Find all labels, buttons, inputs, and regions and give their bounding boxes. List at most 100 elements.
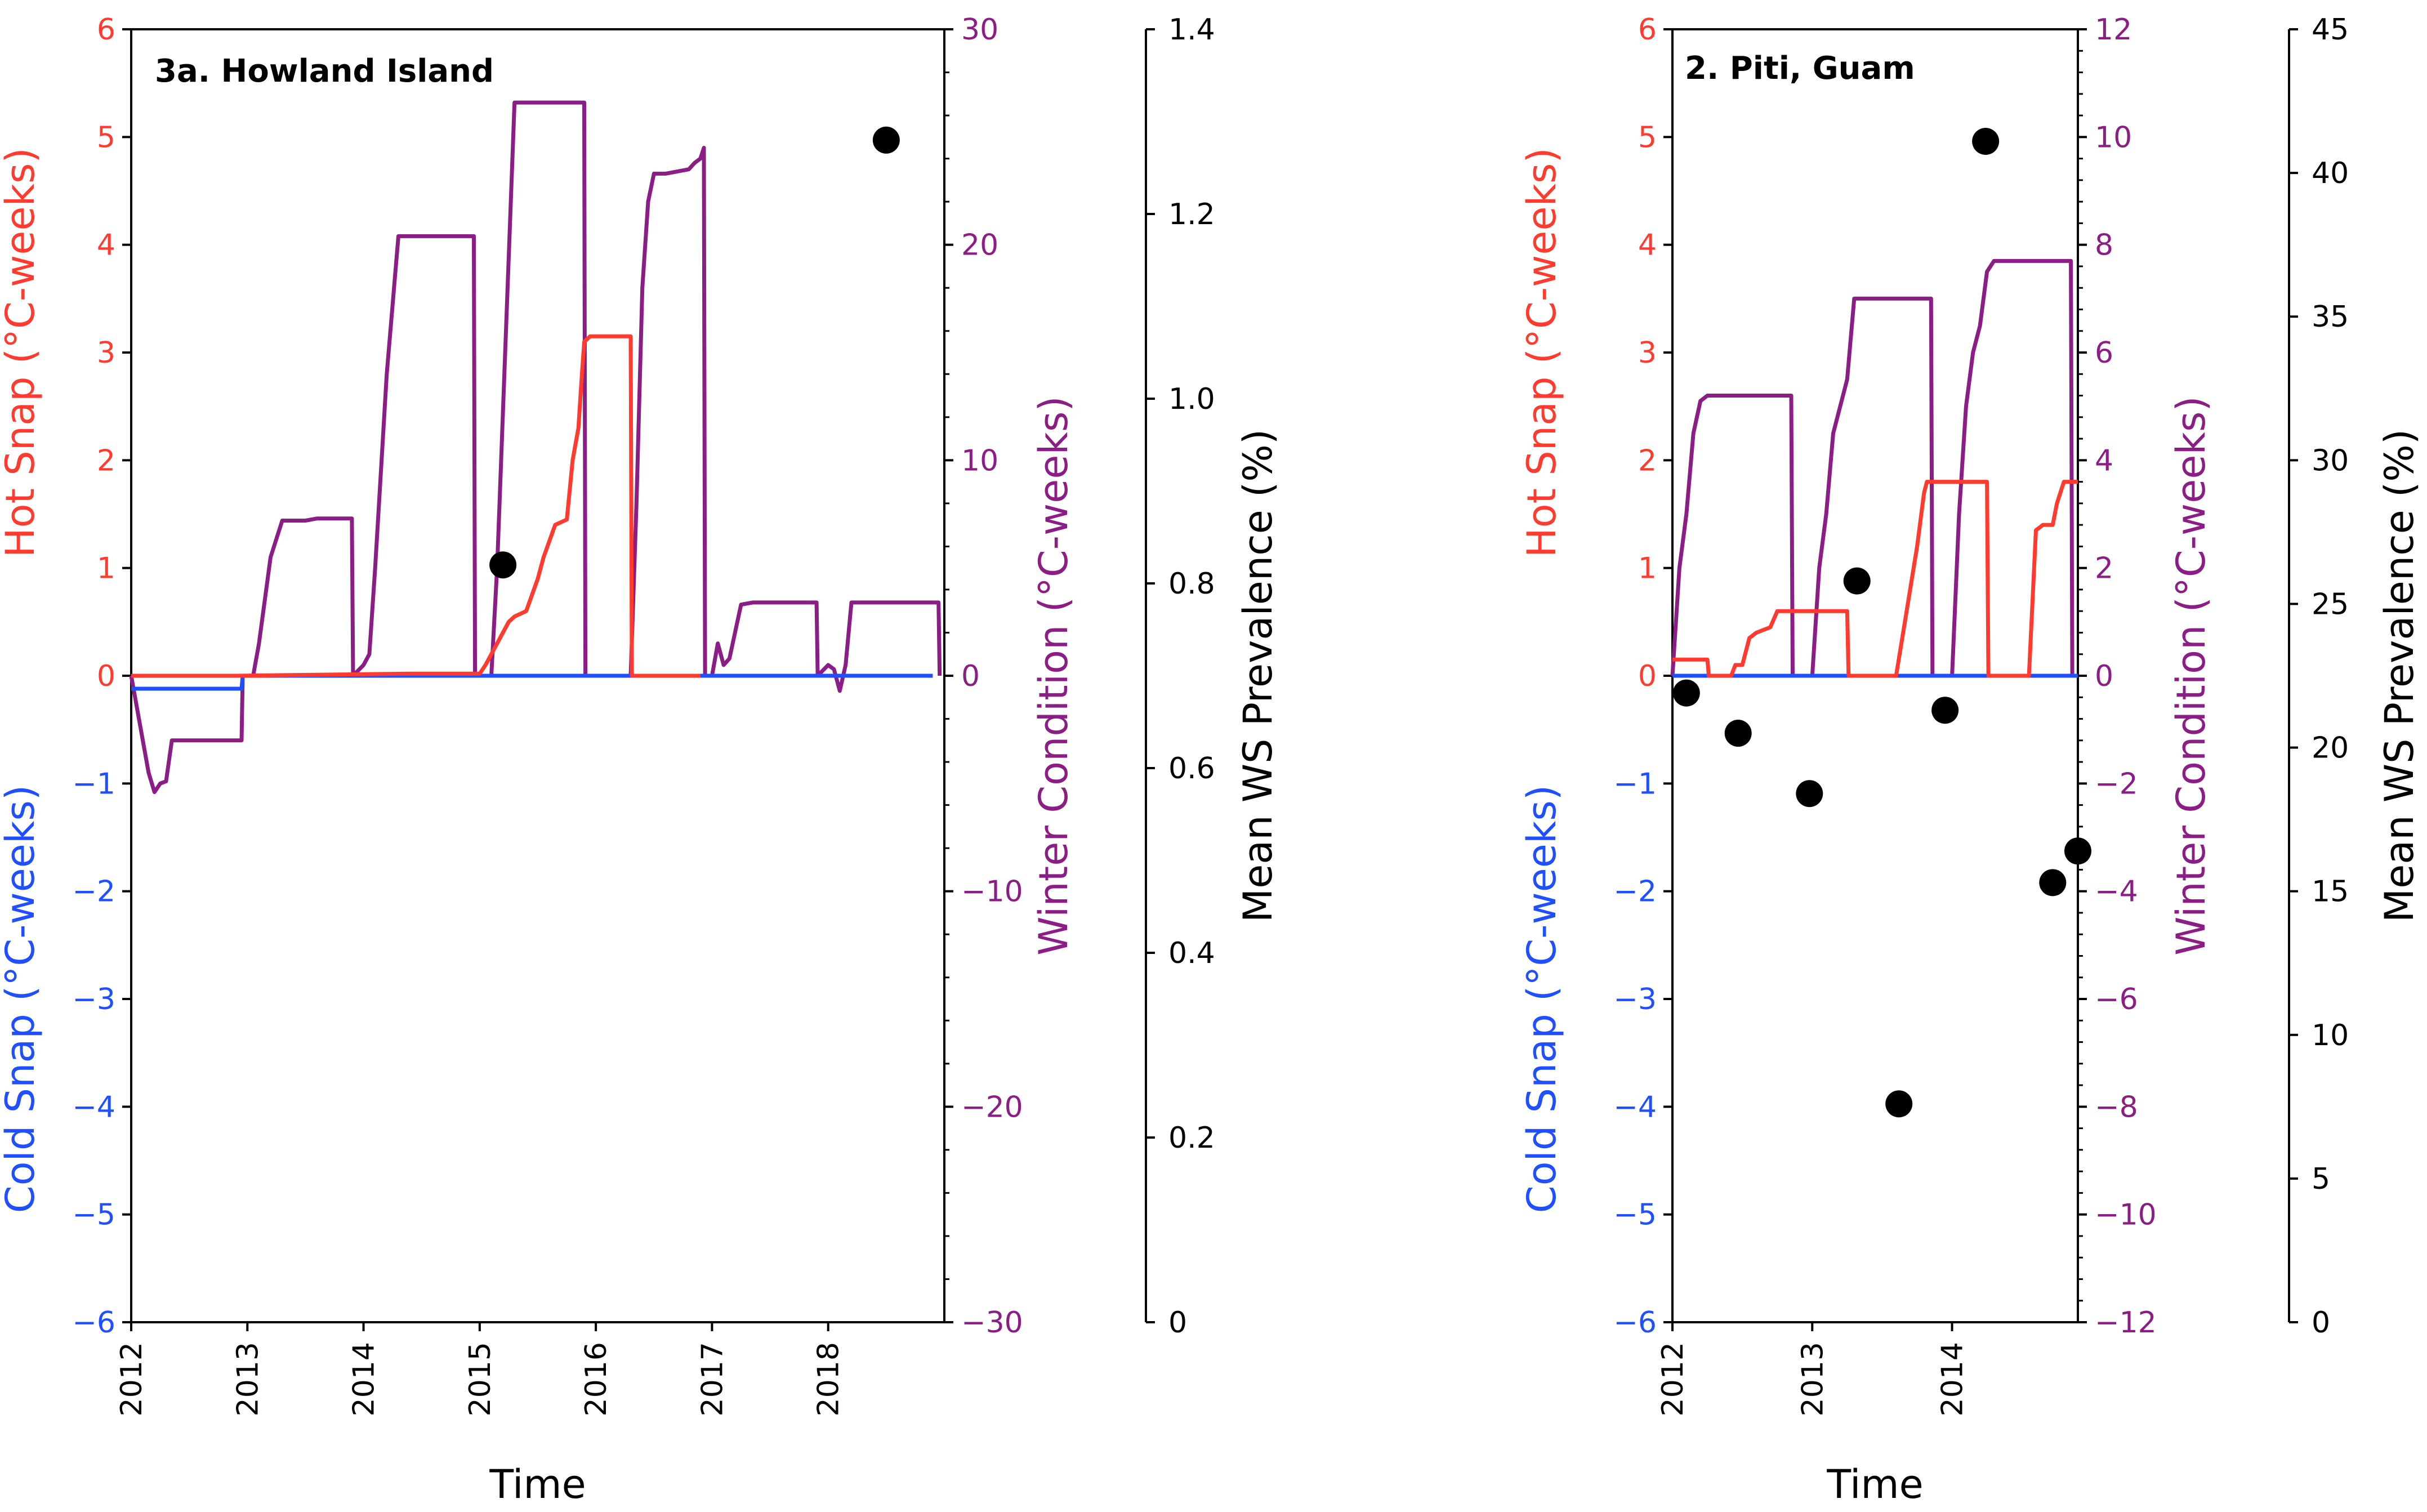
hot-cold-tick-label: −2 <box>72 875 115 909</box>
winter-tick-label: 8 <box>2095 229 2113 262</box>
hot-cold-tick-label: −6 <box>72 1306 115 1340</box>
prevalence-tick-label: 45 <box>2312 13 2349 47</box>
winter-condition-line <box>1670 258 2078 678</box>
prevalence-point <box>2039 869 2067 897</box>
prevalence-point <box>489 551 517 579</box>
winter-tick-label: 10 <box>2095 121 2132 154</box>
prevalence-tick-label: 0 <box>1168 1306 1187 1340</box>
winter-axis-label: Winter Condition (°C-weeks) <box>1030 396 1077 955</box>
x-tick-label: 2017 <box>695 1342 729 1416</box>
x-tick-label: 2014 <box>1936 1342 1970 1416</box>
prevalence-tick-label: 15 <box>2312 875 2349 909</box>
hot-cold-tick-label: 2 <box>97 444 115 478</box>
prevalence-point <box>1885 1090 1913 1118</box>
prevalence-point <box>872 126 900 154</box>
cold-snap-line <box>131 674 933 691</box>
x-tick-label: 2016 <box>579 1342 613 1416</box>
prevalence-point <box>1972 127 2000 155</box>
prevalence-tick-label: 20 <box>2312 732 2349 765</box>
x-axis-label: Time <box>489 1461 586 1507</box>
x-tick-label: 2014 <box>347 1342 381 1416</box>
prevalence-tick-label: 25 <box>2312 587 2349 621</box>
cold-snap-axis-label: Cold Snap (°C-weeks) <box>1519 785 1565 1213</box>
winter-tick-label: −30 <box>961 1306 1023 1340</box>
hot-cold-tick-label: 6 <box>1638 13 1657 47</box>
x-axis-label: Time <box>1826 1461 1923 1507</box>
hot-cold-tick-label: −1 <box>72 767 115 801</box>
x-tick-label: 2013 <box>1796 1342 1830 1416</box>
hot-cold-tick-label: 4 <box>1638 229 1657 262</box>
winter-tick-label: −4 <box>2095 875 2138 909</box>
prevalence-tick-label: 40 <box>2312 157 2349 190</box>
hot-cold-tick-label: 1 <box>97 552 115 586</box>
prevalence-tick-label: 35 <box>2312 300 2349 334</box>
winter-tick-label: −12 <box>2095 1306 2157 1340</box>
x-tick-label: 2012 <box>1656 1342 1690 1416</box>
x-tick-label: 2018 <box>812 1342 846 1416</box>
prevalence-tick-label: 0.6 <box>1168 752 1215 786</box>
winter-tick-label: 6 <box>2095 336 2113 370</box>
prevalence-tick-label: 0 <box>2312 1306 2330 1340</box>
hot-snap-line <box>131 334 701 678</box>
hot-cold-tick-label: 6 <box>97 13 115 47</box>
hot-cold-tick-label: 3 <box>1638 336 1657 370</box>
winter-tick-label: 30 <box>961 13 998 47</box>
prevalence-point <box>1672 679 1700 707</box>
prevalence-tick-label: 1.2 <box>1168 198 1215 231</box>
winter-tick-label: −10 <box>961 875 1023 909</box>
prevalence-tick-label: 10 <box>2312 1019 2349 1052</box>
hot-cold-tick-label: 2 <box>1638 444 1657 478</box>
winter-tick-label: 20 <box>961 229 998 262</box>
hot-cold-tick-label: −4 <box>72 1090 115 1124</box>
hot-cold-tick-label: 0 <box>97 659 115 693</box>
winter-tick-label: −10 <box>2095 1198 2157 1232</box>
winter-tick-label: −20 <box>961 1090 1023 1124</box>
prevalence-point <box>1724 720 1752 747</box>
winter-axis-label: Winter Condition (°C-weeks) <box>2168 396 2214 955</box>
prevalence-point <box>1796 780 1823 808</box>
prevalence-tick-label: 5 <box>2312 1162 2330 1196</box>
winter-tick-label: 12 <box>2095 13 2132 47</box>
winter-tick-label: −6 <box>2095 983 2138 1016</box>
winter-tick-label: −2 <box>2095 767 2138 801</box>
hot-cold-tick-label: −3 <box>72 983 115 1016</box>
winter-tick-label: −8 <box>2095 1090 2138 1124</box>
hot-cold-tick-label: 5 <box>1638 121 1657 154</box>
hot-snap-axis-label: Hot Snap (°C-weeks) <box>0 148 43 557</box>
chart-title: 2. Piti, Guam <box>1685 50 1915 87</box>
hot-cold-tick-label: 5 <box>97 121 115 154</box>
hot-cold-tick-label: 3 <box>97 336 115 370</box>
prevalence-tick-label: 0.4 <box>1168 936 1215 970</box>
hot-cold-tick-label: −4 <box>1613 1090 1657 1124</box>
x-tick-label: 2013 <box>231 1342 265 1416</box>
winter-tick-label: 10 <box>961 444 998 478</box>
hot-cold-tick-label: 0 <box>1638 659 1657 693</box>
hot-cold-tick-label: −5 <box>1613 1198 1657 1232</box>
x-tick-label: 2012 <box>115 1342 149 1416</box>
chart-title: 3a. Howland Island <box>155 53 494 90</box>
hot-snap-line <box>1672 480 2078 678</box>
hot-cold-tick-label: −3 <box>1613 983 1657 1016</box>
prevalence-tick-label: 1.0 <box>1168 382 1215 416</box>
hot-cold-tick-label: −2 <box>1613 875 1657 909</box>
hot-cold-tick-label: 1 <box>1638 552 1657 586</box>
winter-tick-label: 4 <box>2095 444 2113 478</box>
prevalence-axis-label: Mean WS Prevalence (%) <box>1235 429 1281 922</box>
prevalence-point <box>1843 567 1871 595</box>
prevalence-tick-label: 30 <box>2312 444 2349 478</box>
winter-tick-label: 0 <box>961 659 980 693</box>
cold-snap-axis-label: Cold Snap (°C-weeks) <box>0 785 43 1213</box>
prevalence-tick-label: 0.2 <box>1168 1121 1215 1155</box>
prevalence-axis-label: Mean WS Prevalence (%) <box>2376 429 2422 922</box>
hot-cold-tick-label: −5 <box>72 1198 115 1232</box>
prevalence-tick-label: 1.4 <box>1168 13 1215 47</box>
hot-cold-tick-label: −6 <box>1613 1306 1657 1340</box>
winter-tick-label: 2 <box>2095 552 2113 586</box>
hot-cold-tick-label: 4 <box>97 229 115 262</box>
hot-snap-axis-label: Hot Snap (°C-weeks) <box>1519 148 1565 557</box>
x-tick-label: 2015 <box>463 1342 497 1416</box>
winter-tick-label: 0 <box>2095 659 2113 693</box>
